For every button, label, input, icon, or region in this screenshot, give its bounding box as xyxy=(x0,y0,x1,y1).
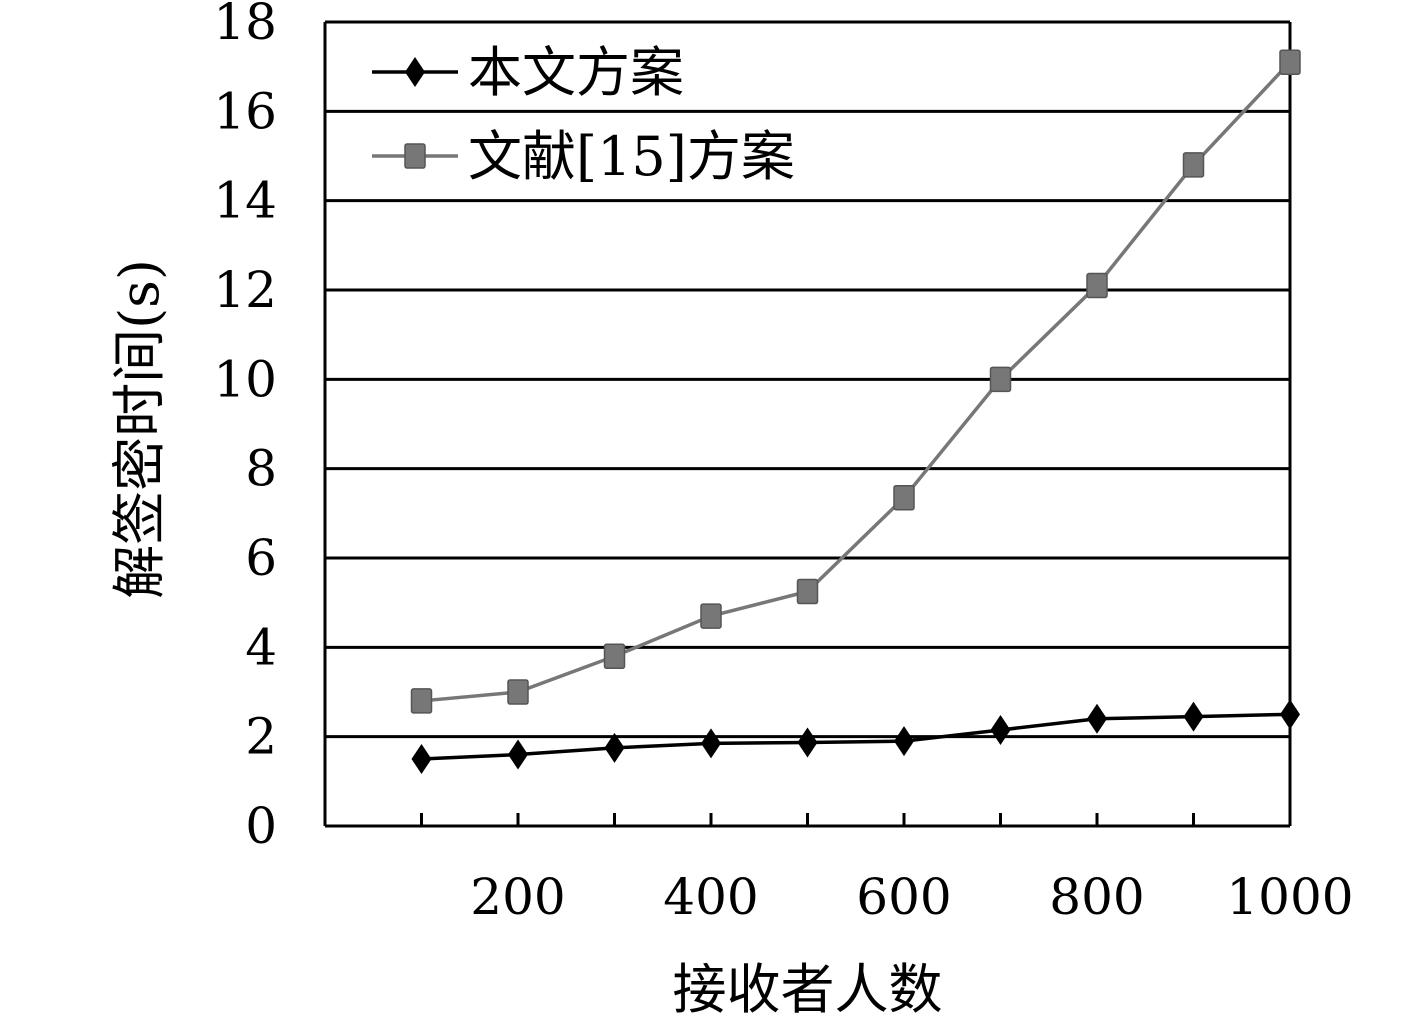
x-tick-label: 600 xyxy=(856,868,951,926)
x-tick-label: 400 xyxy=(663,868,758,926)
y-tick-label: 0 xyxy=(245,797,277,855)
y-tick-labels: 0 2 4 6 8 10 12 14 16 18 xyxy=(213,0,277,855)
data-point-marker xyxy=(411,744,432,774)
data-point-marker xyxy=(990,714,1011,745)
y-tick-label: 16 xyxy=(213,82,277,140)
data-point-marker xyxy=(1183,701,1204,732)
legend-entry-1: 本文方案 xyxy=(372,41,684,104)
data-point-marker xyxy=(893,484,915,511)
data-point-marker xyxy=(603,643,626,670)
data-point-marker xyxy=(1280,699,1300,730)
data-point-marker xyxy=(410,688,433,714)
data-point-marker xyxy=(989,366,1012,393)
x-tick-label: 1000 xyxy=(1226,868,1353,926)
x-tick-label: 200 xyxy=(470,868,565,926)
legend-marker xyxy=(404,143,426,169)
y-tick-label: 14 xyxy=(213,172,277,230)
x-axis-title: 接收者人数 xyxy=(673,958,943,1021)
legend-entry-2: 文献[15]方案 xyxy=(372,125,795,188)
series-line xyxy=(421,712,1291,761)
data-point-marker xyxy=(1086,272,1108,299)
data-point-marker xyxy=(797,727,818,758)
data-point-marker xyxy=(894,726,914,757)
axes xyxy=(323,20,1292,828)
y-tick-label: 12 xyxy=(213,261,277,319)
data-point-marker xyxy=(796,578,819,605)
data-point-marker xyxy=(1279,49,1301,75)
y-tick-label: 2 xyxy=(245,708,277,766)
x-tick-label: 800 xyxy=(1049,868,1144,926)
legend-label: 本文方案 xyxy=(468,41,684,104)
y-tick-label: 18 xyxy=(213,0,277,51)
y-tick-label: 4 xyxy=(245,618,277,676)
y-tick-label: 10 xyxy=(213,350,277,408)
data-point-marker xyxy=(508,739,528,770)
data-point-marker xyxy=(604,732,625,763)
y-tick-label: 6 xyxy=(245,529,277,587)
data-point-marker xyxy=(700,603,722,629)
series-1 xyxy=(411,699,1300,774)
y-tick-label: 8 xyxy=(245,440,277,498)
y-axis-title: 解签密时间(s) xyxy=(108,259,171,599)
series xyxy=(410,49,1301,774)
legend-marker xyxy=(405,57,425,87)
data-point-marker xyxy=(507,679,529,705)
legend-label: 文献[15]方案 xyxy=(468,125,795,188)
series-2 xyxy=(410,49,1301,714)
series-line xyxy=(421,61,1292,703)
data-point-marker xyxy=(1182,152,1205,178)
data-point-marker xyxy=(1087,703,1107,734)
x-tick-labels: 200 400 600 800 1000 xyxy=(470,868,1353,926)
data-point-marker xyxy=(701,728,721,759)
